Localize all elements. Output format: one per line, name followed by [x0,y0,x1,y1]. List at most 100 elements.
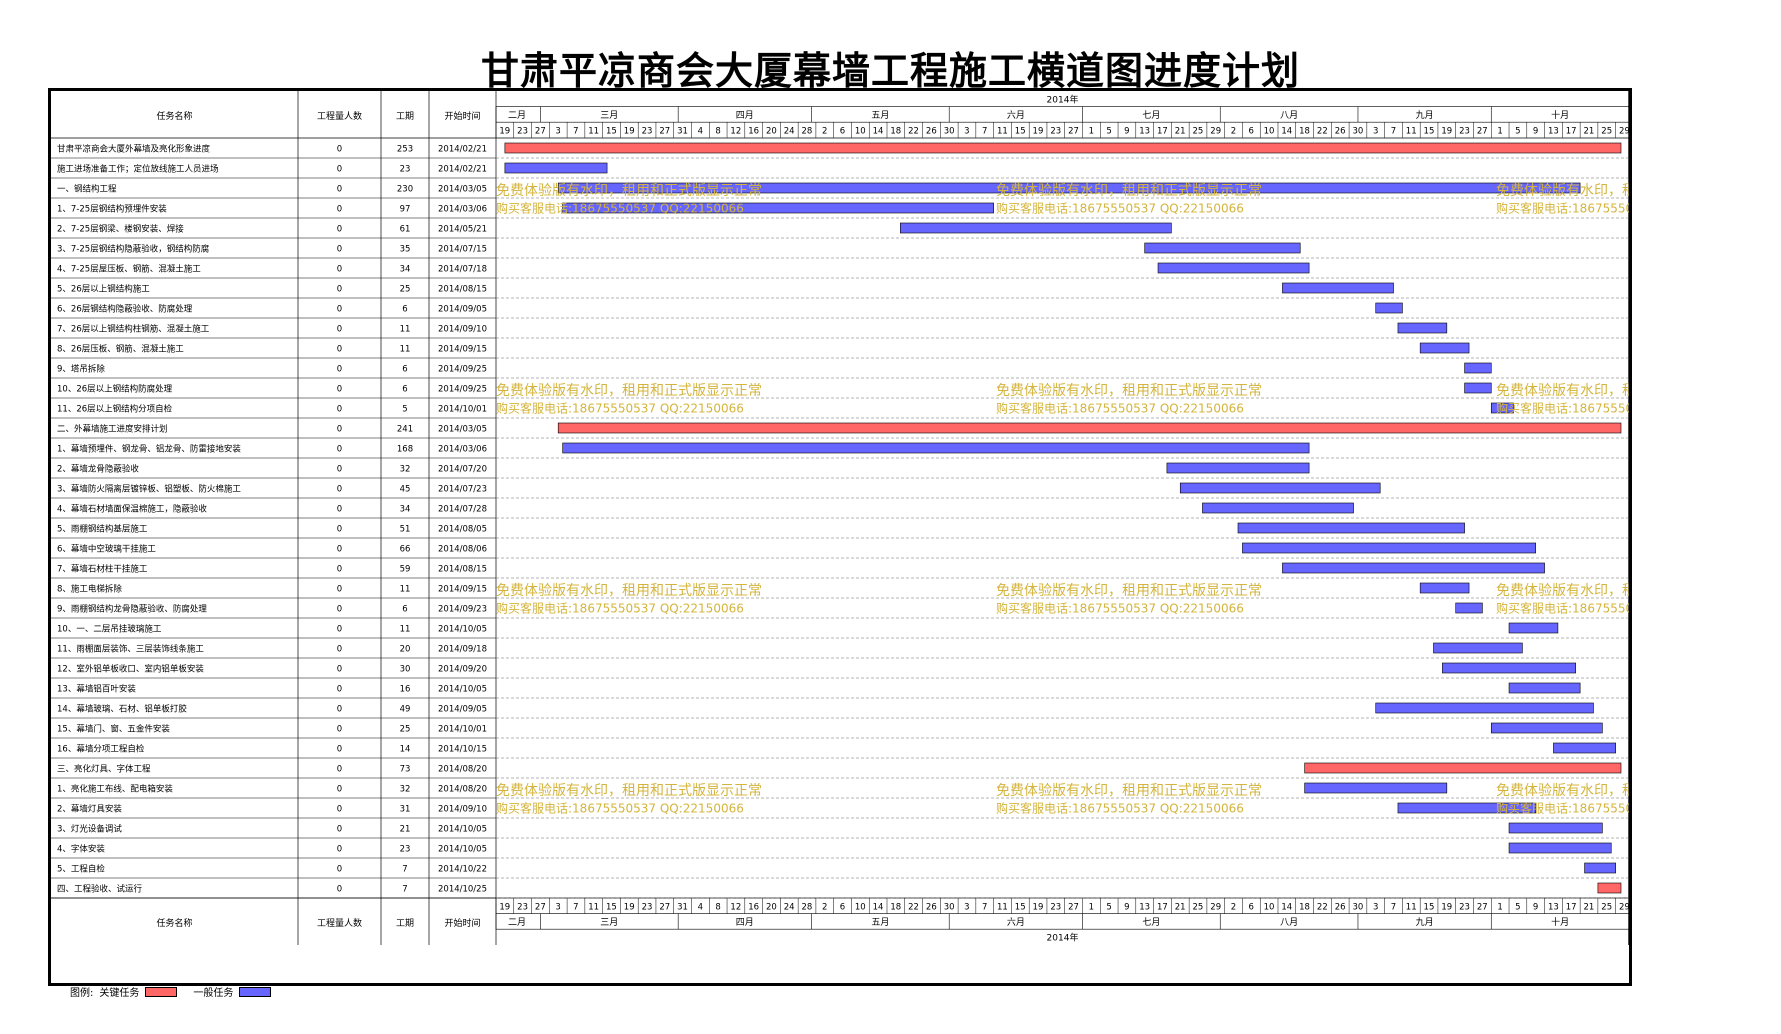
task-duration: 25 [400,285,411,295]
legend: 图例: 关键任务 一般任务 [70,984,272,999]
task-workers: 0 [337,245,342,255]
task-start: 2014/10/15 [438,745,487,755]
day-tick-label: 11 [997,127,1008,137]
task-duration: 31 [400,805,411,815]
task-duration: 49 [400,705,411,715]
day-tick-label: 7 [982,127,987,137]
gantt-bar [1584,862,1616,874]
task-name: 8、施工电梯拆除 [57,584,122,595]
task-name: 5、26层以上钢结构施工 [57,284,150,295]
task-start: 2014/07/28 [438,505,487,515]
day-tick-label: 27 [1068,127,1079,137]
day-tick-label: 3 [964,127,969,137]
task-name: 4、幕墙石材墙面保温棉施工，隐蔽验收 [57,504,207,515]
footer-day-tick-label: 2 [1231,902,1236,912]
day-tick-label: 28 [802,127,813,137]
task-start: 2014/07/15 [438,245,487,255]
watermark-line2: 购买客服电话:18675550537 QQ:22150066 [996,801,1244,816]
column-header-2: 工期 [396,111,414,122]
watermark-line2: 购买客服电话:18675550537 QQ:22150066 [1496,601,1629,616]
day-tick-label: 27 [659,127,670,137]
day-tick-label: 23 [517,127,528,137]
footer-day-tick-label: 28 [802,902,813,912]
column-header-1: 工程量人数 [317,110,362,122]
task-name: 8、26层压板、钢筋、混凝土施工 [57,344,184,355]
task-workers: 0 [337,665,342,675]
footer-day-tick-label: 5 [1106,902,1111,912]
task-duration: 11 [400,345,411,355]
footer-day-tick-label: 3 [964,902,969,912]
task-start: 2014/09/15 [438,345,487,355]
day-tick-label: 1 [1497,127,1502,137]
task-name: 16、幕墙分项工程自检 [57,744,145,755]
task-duration: 59 [400,565,411,575]
day-tick-label: 3 [555,127,560,137]
footer-day-tick-label: 1 [1497,902,1502,912]
footer-day-tick-label: 19 [499,902,510,912]
task-duration: 97 [400,205,411,215]
task-name: 6、幕墙中空玻璃干挂施工 [57,544,156,555]
footer-month-label: 三月 [600,917,618,928]
footer-column-header-1: 工程量人数 [317,917,362,929]
footer-month-label: 五月 [871,917,889,928]
day-tick-label: 31 [677,127,688,137]
task-start: 2014/09/05 [438,705,487,715]
day-tick-label: 8 [715,127,720,137]
gantt-bar [562,442,1310,454]
legend-label: 图例: [70,988,94,999]
day-tick-label: 27 [535,127,546,137]
task-duration: 6 [402,385,407,395]
watermark-line2: 购买客服电话:18675550537 QQ:22150066 [996,401,1244,416]
footer-day-tick-label: 13 [1139,902,1150,912]
day-tick-label: 14 [1281,127,1292,137]
footer-month-label: 二月 [508,917,526,928]
task-duration: 45 [400,485,411,495]
task-name: 一、钢结构工程 [57,184,117,195]
task-name: 1、7-25层钢结构预埋件安装 [57,204,167,215]
chart-title: 甘肃平凉商会大厦幕墙工程施工横道图进度计划 [480,48,1300,93]
day-tick-label: 19 [1441,127,1452,137]
task-workers: 0 [337,725,342,735]
task-duration: 34 [400,265,411,275]
day-tick-label: 16 [748,127,759,137]
task-workers: 0 [337,805,342,815]
gantt-bar [1166,462,1310,474]
task-start: 2014/10/05 [438,625,487,635]
day-tick-label: 4 [698,127,703,137]
legend-critical-swatch [145,986,178,997]
day-tick-label: 25 [1193,127,1204,137]
legend-critical-label: 关键任务 [99,988,140,999]
task-workers: 0 [337,585,342,595]
task-start: 2014/10/05 [438,685,487,695]
task-duration: 230 [397,185,413,195]
task-name: 14、幕墙玻璃、石材、铝单板打胶 [57,704,187,715]
task-name: 甘肃平凉商会大厦外幕墙及亮化形象进度 [57,144,211,155]
task-start: 2014/08/20 [438,765,487,775]
task-start: 2014/09/05 [438,305,487,315]
footer-day-tick-label: 19 [1033,902,1044,912]
footer-day-tick-label: 26 [926,902,937,912]
footer-day-tick-label: 15 [1424,902,1435,912]
task-duration: 73 [400,765,411,775]
footer-month-label: 十月 [1551,916,1569,928]
day-tick-label: 29 [1210,127,1221,137]
task-workers: 0 [337,605,342,615]
footer-day-tick-label: 11 [588,902,599,912]
watermark-line2: 购买客服电话:18675550537 QQ:22150066 [1496,801,1629,816]
task-workers: 0 [337,345,342,355]
task-duration: 253 [397,145,413,155]
task-duration: 23 [400,165,411,175]
task-workers: 0 [337,445,342,455]
task-workers: 0 [337,365,342,375]
task-start: 2014/09/23 [438,605,487,615]
day-tick-label: 11 [1406,127,1417,137]
gantt-bar [1464,362,1492,374]
day-tick-label: 22 [908,127,919,137]
day-tick-label: 11 [588,127,599,137]
task-workers: 0 [337,825,342,835]
day-tick-label: 9 [1533,127,1538,137]
day-tick-label: 10 [855,127,866,137]
footer-day-tick-label: 9 [1124,902,1129,912]
footer-day-tick-label: 6 [840,902,845,912]
task-start: 2014/07/18 [438,265,487,275]
